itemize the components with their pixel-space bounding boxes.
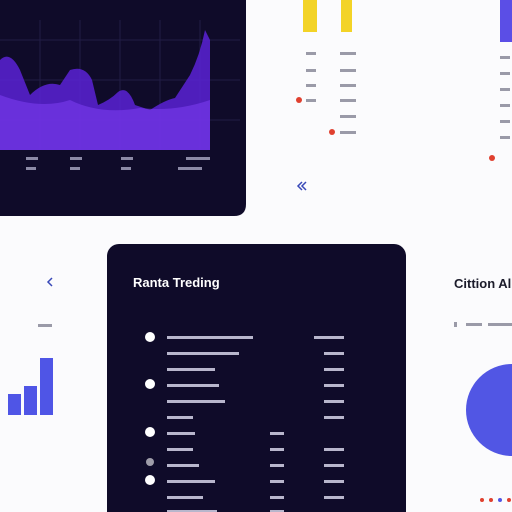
yellow-bar: [341, 0, 352, 32]
row-labels: [306, 52, 356, 134]
right-labels: [500, 56, 510, 139]
dot: [296, 97, 302, 103]
yellow-bar: [303, 0, 317, 32]
axis-labels: [26, 157, 210, 170]
row-icons: [145, 332, 155, 485]
bar-panel: [296, 0, 356, 191]
dot: [489, 155, 495, 161]
collapse-icon[interactable]: [296, 181, 307, 191]
dot: [329, 129, 335, 135]
card-bg: [107, 244, 406, 512]
card-title: Ranta Treding: [133, 275, 220, 290]
row-text: [167, 336, 344, 512]
area-chart-lower: [0, 95, 210, 150]
panel-title: Cittion Al: [454, 276, 511, 291]
purple-bar: [500, 0, 512, 42]
chart-card: [0, 0, 246, 216]
trending-card: Ranta Treding: [107, 244, 406, 512]
back-icon[interactable]: [46, 277, 53, 287]
mini-bars: [8, 358, 53, 415]
pie-dots: [480, 498, 511, 502]
pie: [466, 364, 512, 456]
label: [38, 324, 52, 327]
legend-labels: [454, 322, 512, 327]
